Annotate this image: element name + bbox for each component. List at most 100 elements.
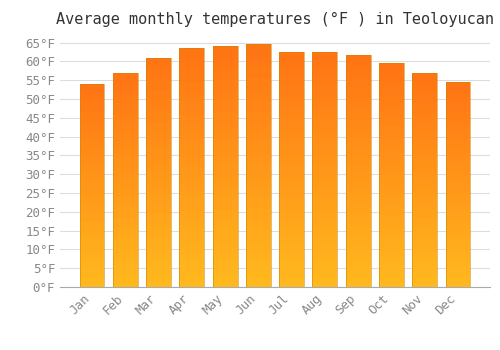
Bar	[212, 137, 238, 142]
Bar	[246, 54, 271, 58]
Bar	[146, 204, 171, 209]
Bar	[379, 104, 404, 108]
Bar	[80, 271, 104, 275]
Bar	[113, 257, 138, 261]
Bar	[146, 209, 171, 214]
Bar	[346, 194, 370, 199]
Bar	[446, 119, 470, 123]
Bar	[446, 213, 470, 217]
Bar	[379, 242, 404, 247]
Bar	[312, 127, 338, 132]
Bar	[113, 158, 138, 163]
Bar	[180, 110, 204, 115]
Bar	[446, 283, 470, 287]
Bar	[346, 162, 370, 166]
Bar	[379, 180, 404, 184]
Bar	[113, 218, 138, 223]
Bar	[146, 108, 171, 113]
Bar	[346, 106, 370, 111]
Bar	[312, 113, 338, 118]
Bar	[212, 224, 238, 229]
Bar	[113, 111, 138, 116]
Bar	[279, 103, 304, 108]
Bar	[312, 132, 338, 136]
Bar	[212, 181, 238, 186]
Bar	[312, 264, 338, 268]
Bar	[113, 253, 138, 257]
Bar	[146, 126, 171, 131]
Bar	[80, 117, 104, 120]
Bar	[446, 184, 470, 189]
Bar	[346, 227, 370, 231]
Bar	[379, 282, 404, 287]
Bar	[246, 49, 271, 54]
Bar	[180, 72, 204, 77]
Bar	[279, 84, 304, 89]
Bar	[246, 263, 271, 267]
Bar	[446, 209, 470, 213]
Bar	[180, 96, 204, 101]
Bar	[212, 123, 238, 128]
Bar	[80, 189, 104, 194]
Bar	[146, 85, 171, 90]
Bar	[180, 63, 204, 67]
Bar	[446, 262, 470, 266]
Bar	[212, 263, 238, 268]
Bar	[279, 51, 304, 287]
Bar	[80, 112, 104, 117]
Bar	[212, 282, 238, 287]
Bar	[446, 250, 470, 254]
Bar	[180, 105, 204, 110]
Bar	[379, 233, 404, 238]
Bar	[279, 51, 304, 56]
Bar	[80, 104, 104, 108]
Bar	[212, 46, 238, 287]
Bar	[279, 113, 304, 118]
Bar	[346, 278, 370, 282]
Bar	[246, 190, 271, 195]
Bar	[80, 96, 104, 100]
Bar	[446, 242, 470, 246]
Bar	[113, 180, 138, 184]
Bar	[212, 166, 238, 171]
Bar	[180, 130, 204, 134]
Bar	[80, 206, 104, 210]
Bar	[246, 229, 271, 233]
Bar	[146, 76, 171, 80]
Bar	[412, 103, 437, 107]
Bar	[412, 116, 437, 120]
Bar	[312, 51, 338, 287]
Bar	[446, 160, 470, 164]
Bar	[279, 221, 304, 226]
Bar	[246, 44, 271, 287]
Bar	[246, 151, 271, 156]
Bar	[312, 259, 338, 264]
Bar	[279, 202, 304, 207]
Bar	[446, 98, 470, 103]
Bar	[246, 258, 271, 263]
Bar	[80, 259, 104, 262]
Bar	[379, 112, 404, 117]
Bar	[113, 210, 138, 214]
Bar	[113, 90, 138, 94]
Bar	[312, 99, 338, 103]
Bar	[113, 197, 138, 201]
Bar	[113, 270, 138, 274]
Bar	[312, 155, 338, 160]
Bar	[312, 268, 338, 273]
Bar	[146, 168, 171, 172]
Bar	[279, 99, 304, 103]
Bar	[212, 205, 238, 210]
Bar	[312, 216, 338, 221]
Bar	[379, 202, 404, 206]
Bar	[146, 117, 171, 122]
Bar	[113, 248, 138, 253]
Bar	[379, 171, 404, 175]
Bar	[80, 137, 104, 141]
Bar	[180, 125, 204, 130]
Bar	[146, 67, 171, 71]
Bar	[446, 254, 470, 258]
Bar	[180, 168, 204, 172]
Bar	[412, 244, 437, 248]
Bar	[80, 84, 104, 88]
